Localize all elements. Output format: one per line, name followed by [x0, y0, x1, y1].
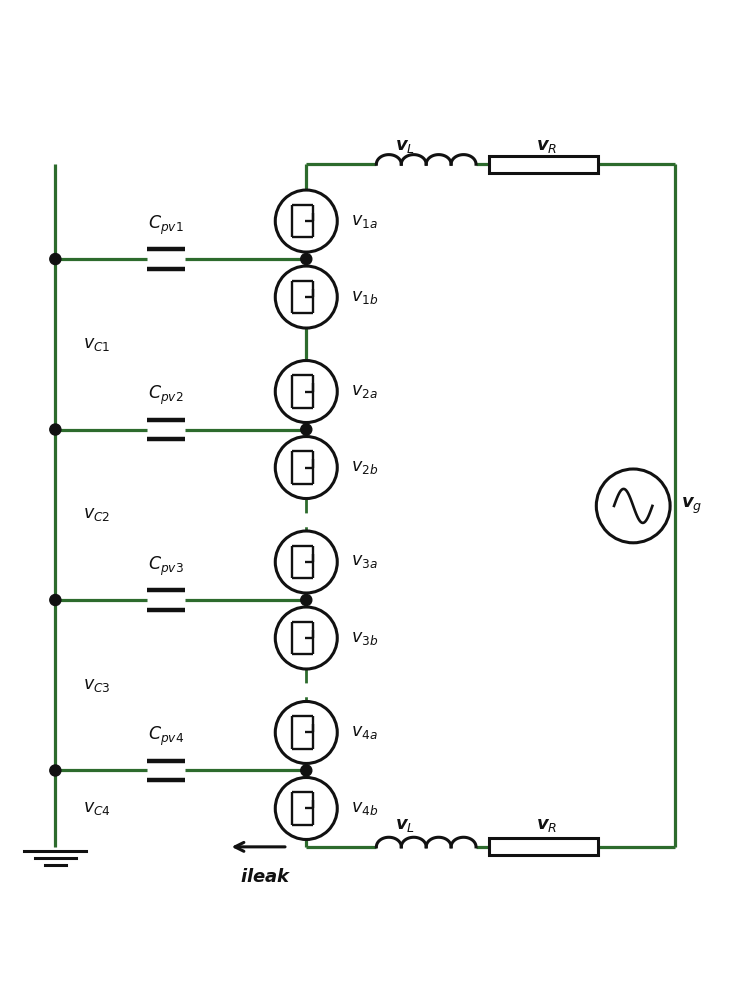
- Text: $\boldsymbol{v}_L$: $\boldsymbol{v}_L$: [396, 137, 415, 155]
- Circle shape: [49, 254, 61, 265]
- Circle shape: [49, 765, 61, 776]
- Text: $\boldsymbol{v_{1a}}$: $\boldsymbol{v_{1a}}$: [351, 213, 377, 230]
- Text: $\boldsymbol{v_{4b}}$: $\boldsymbol{v_{4b}}$: [351, 800, 378, 817]
- Text: $\boldsymbol{v}_g$: $\boldsymbol{v}_g$: [681, 496, 703, 516]
- Circle shape: [596, 469, 670, 543]
- Text: $\boldsymbol{v}_R$: $\boldsymbol{v}_R$: [537, 137, 558, 155]
- Text: $\boldsymbol{C_{pv4}}$: $\boldsymbol{C_{pv4}}$: [148, 725, 184, 748]
- Text: $\boldsymbol{v_{2b}}$: $\boldsymbol{v_{2b}}$: [351, 459, 378, 476]
- Text: $\boldsymbol{C_{pv2}}$: $\boldsymbol{C_{pv2}}$: [148, 384, 184, 407]
- Circle shape: [275, 607, 337, 669]
- Circle shape: [300, 254, 311, 265]
- Circle shape: [275, 437, 337, 499]
- Bar: [489, 838, 598, 855]
- Circle shape: [275, 266, 337, 328]
- Text: $\boldsymbol{v_{3b}}$: $\boldsymbol{v_{3b}}$: [351, 630, 378, 647]
- Text: $\boldsymbol{C_{pv3}}$: $\boldsymbol{C_{pv3}}$: [148, 555, 184, 578]
- Circle shape: [275, 361, 337, 423]
- Text: $\boldsymbol{ileak}$: $\boldsymbol{ileak}$: [240, 868, 292, 886]
- Circle shape: [49, 424, 61, 435]
- Text: $\boldsymbol{v}_R$: $\boldsymbol{v}_R$: [537, 816, 558, 834]
- Circle shape: [275, 777, 337, 839]
- Bar: [489, 156, 598, 173]
- Text: $\boldsymbol{v_{2a}}$: $\boldsymbol{v_{2a}}$: [351, 383, 377, 400]
- Circle shape: [275, 190, 337, 252]
- Circle shape: [300, 424, 311, 435]
- Text: $\boldsymbol{v_{C1}}$: $\boldsymbol{v_{C1}}$: [83, 336, 111, 353]
- Circle shape: [49, 594, 61, 606]
- Text: $\boldsymbol{v_{3a}}$: $\boldsymbol{v_{3a}}$: [351, 553, 377, 570]
- Circle shape: [300, 765, 311, 776]
- Text: $\boldsymbol{v_{C3}}$: $\boldsymbol{v_{C3}}$: [83, 677, 111, 694]
- Text: $\boldsymbol{v}_L$: $\boldsymbol{v}_L$: [396, 816, 415, 834]
- Text: $\boldsymbol{v_{4a}}$: $\boldsymbol{v_{4a}}$: [351, 724, 377, 741]
- Text: $\boldsymbol{v_{C2}}$: $\boldsymbol{v_{C2}}$: [83, 506, 111, 523]
- Text: $\boldsymbol{v_{C4}}$: $\boldsymbol{v_{C4}}$: [83, 800, 111, 817]
- Circle shape: [300, 594, 311, 606]
- Circle shape: [275, 701, 337, 763]
- Text: $\boldsymbol{v_{1b}}$: $\boldsymbol{v_{1b}}$: [351, 289, 378, 306]
- Text: $\boldsymbol{C_{pv1}}$: $\boldsymbol{C_{pv1}}$: [148, 214, 184, 237]
- Circle shape: [275, 531, 337, 593]
